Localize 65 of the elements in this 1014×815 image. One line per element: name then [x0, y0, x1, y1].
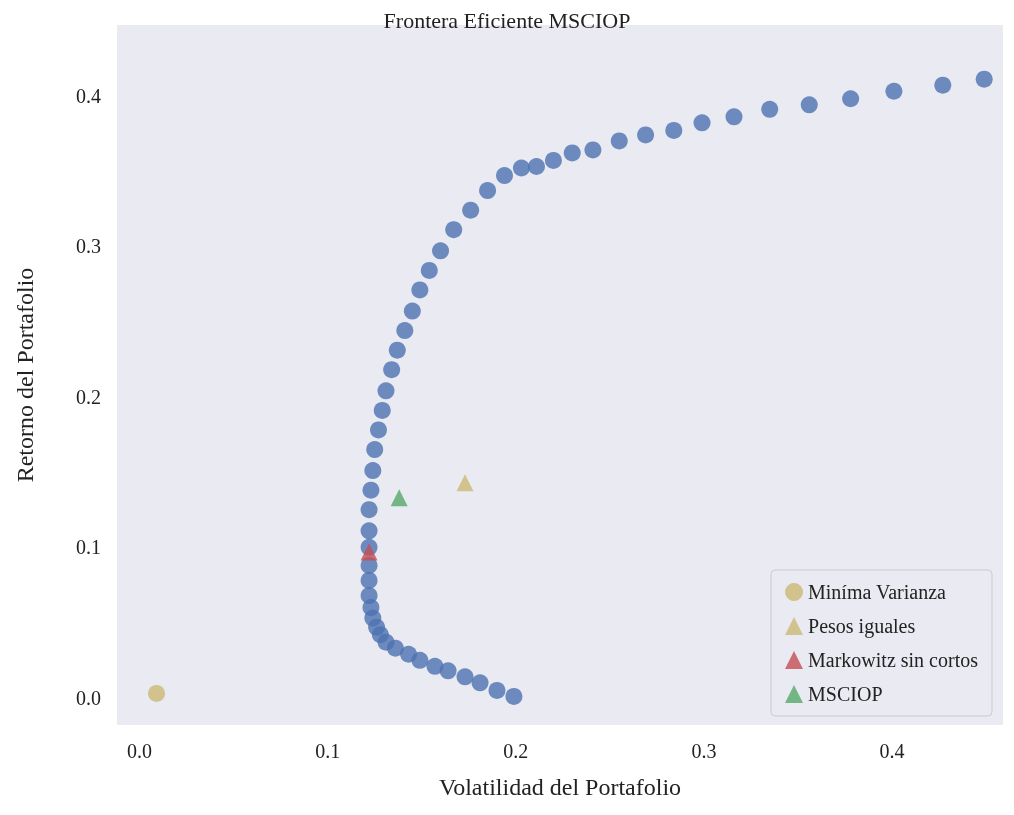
point: [364, 462, 382, 480]
x-tick-label: 0.0: [127, 740, 153, 762]
point: [456, 668, 474, 686]
x-axis-title: Volatilidad del Portafolio: [438, 774, 682, 800]
point: [366, 441, 384, 459]
y-axis-title: Retorno del Portafolio: [12, 267, 38, 483]
point: [360, 501, 378, 519]
point: [725, 108, 743, 126]
point: [479, 182, 497, 200]
point: [800, 96, 818, 114]
point: [426, 657, 444, 675]
point: [390, 489, 408, 507]
point: [439, 662, 457, 680]
point: [528, 158, 545, 175]
point: [360, 587, 378, 605]
point: [432, 242, 450, 260]
point: [388, 341, 406, 359]
legend-label: Miníma Varianza: [808, 581, 947, 603]
point: [462, 201, 480, 219]
point: [456, 474, 474, 492]
point: [584, 141, 602, 159]
y-tick-label: 0.1: [76, 536, 101, 559]
point: [842, 90, 860, 108]
point: [505, 687, 523, 705]
point: [471, 674, 489, 692]
legend-label: Pesos iguales: [808, 615, 916, 638]
legend-label: Markowitz sin cortos: [808, 649, 979, 671]
point: [420, 261, 438, 279]
point: [373, 401, 391, 419]
chart-title: Frontera Eficiente MSCIOP: [383, 7, 631, 33]
point: [693, 114, 711, 132]
point: [377, 382, 395, 400]
point: [148, 684, 165, 702]
point: [360, 571, 378, 589]
point: [563, 144, 581, 162]
point: [885, 82, 903, 100]
x-tick-label: 0.1: [315, 740, 341, 762]
point: [411, 281, 429, 299]
x-tick-label: 0.2: [503, 740, 529, 762]
point: [360, 522, 378, 540]
y-tick-label: 0.4: [76, 84, 101, 107]
point: [488, 681, 506, 699]
point: [369, 421, 387, 439]
point: [496, 167, 514, 185]
point: [761, 100, 779, 118]
point: [637, 126, 655, 144]
point: [362, 481, 380, 499]
legend-label: MSCIOP: [808, 683, 883, 705]
point: [403, 302, 421, 320]
point: [383, 361, 401, 379]
point: [665, 121, 683, 139]
point: [400, 645, 418, 663]
y-tick-label: 0.3: [76, 235, 101, 258]
point: [396, 322, 414, 340]
point: [512, 159, 530, 177]
point: [934, 76, 952, 94]
x-tick-label: 0.3: [691, 740, 717, 762]
x-tick-label: 0.4: [879, 740, 905, 762]
point: [544, 151, 562, 169]
point: [610, 132, 628, 150]
point: [360, 543, 378, 561]
point: [975, 70, 993, 88]
y-tick-label: 0.0: [76, 686, 101, 709]
y-tick-label: 0.2: [76, 385, 101, 408]
point: [445, 221, 463, 239]
